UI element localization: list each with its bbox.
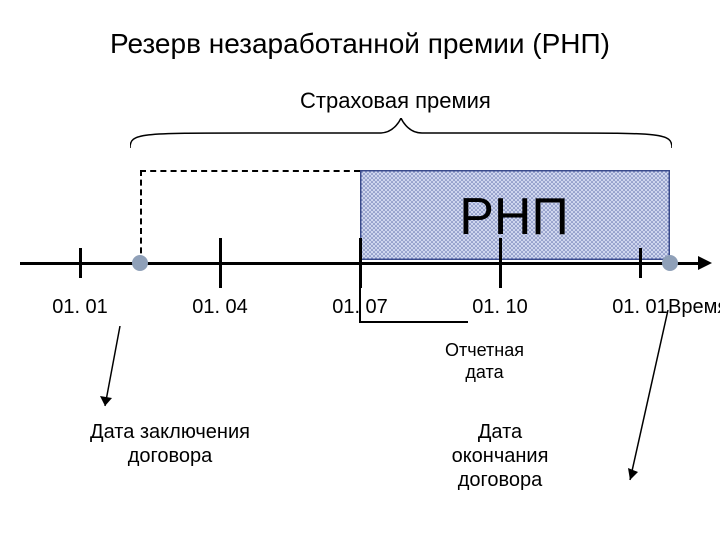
tick-4 — [499, 238, 502, 288]
end-dot — [662, 255, 678, 271]
tick-5 — [639, 248, 642, 278]
tick-label-4: 01. 10 — [472, 296, 528, 319]
page-title: Резерв незаработанной премии (РНП) — [0, 28, 720, 60]
dash-left — [140, 170, 142, 263]
tick-label-1: 01. 01 — [52, 296, 108, 319]
tick-3 — [359, 238, 362, 288]
tick-2 — [219, 238, 222, 288]
subtitle: Страховая премия — [300, 88, 491, 114]
contract-end-arrow — [590, 310, 690, 490]
rnhp-label: РНП — [459, 187, 569, 247]
tick-label-2: 01. 04 — [192, 296, 248, 319]
axis-arrow-icon — [698, 256, 712, 270]
dash-top — [140, 170, 360, 172]
tick-1 — [79, 248, 82, 278]
contract-start-arrow — [100, 326, 220, 416]
contract-start-text: Дата заключения договора — [90, 421, 250, 467]
contract-start-label: Дата заключения договора — [90, 420, 250, 468]
report-date-label: Отчетная дата — [445, 340, 524, 383]
contract-end-label: Дата окончания договора — [452, 420, 549, 492]
brace-icon — [130, 118, 672, 148]
contract-end-text: Дата окончания договора — [452, 421, 549, 491]
report-date-connector — [358, 286, 478, 346]
report-date-text: Отчетная дата — [445, 340, 524, 382]
start-dot — [132, 255, 148, 271]
